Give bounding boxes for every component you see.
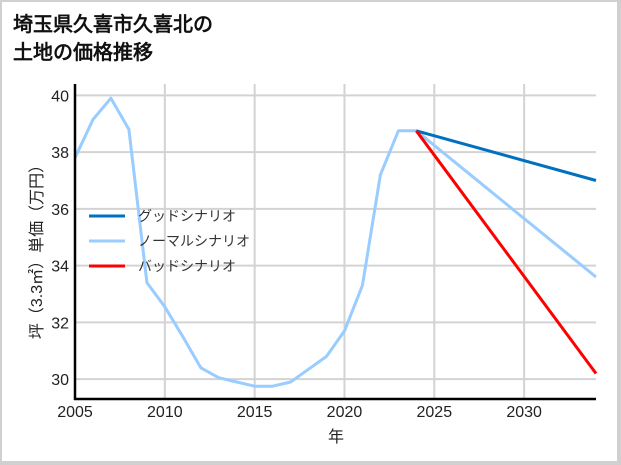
legend-label: グッドシナリオ [138,209,236,225]
legend-label: バッドシナリオ [138,259,236,275]
x-tick-label: 2010 [147,404,183,421]
x-tick-label: 2030 [506,404,542,421]
y-tick-label: 36 [51,202,69,219]
series-line [415,129,597,182]
x-tick-label: 2005 [57,404,93,421]
series-line [73,96,597,388]
grid-lines [74,84,596,399]
x-tick-label: 2025 [417,404,453,421]
tick-labels: 2005 2010 2015 2020 2025 2030 30 32 34 36 38 40 [51,88,542,421]
axes [73,84,596,401]
legend-label: ノーマルシナリオ [138,234,250,250]
series-lines [73,96,598,388]
y-axis-label: 坪（3.3㎡）単価（万円） [28,157,46,339]
series-line [415,129,598,375]
y-tick-label: 40 [51,88,69,105]
chart-title-line-1: 埼玉県久喜市久喜北の [13,12,213,36]
y-tick-label: 30 [51,372,69,389]
chart-title: 埼玉県久喜市久喜北の 土地の価格推移 [13,10,213,66]
chart-title-line-2: 土地の価格推移 [13,40,153,64]
y-tick-label: 32 [51,315,69,332]
x-tick-label: 2020 [327,404,363,421]
x-tick-label: 2015 [237,404,273,421]
x-axis-label: 年 [328,428,344,446]
chart-frame [2,2,617,461]
y-tick-label: 38 [51,145,69,162]
y-tick-label: 34 [51,259,69,276]
